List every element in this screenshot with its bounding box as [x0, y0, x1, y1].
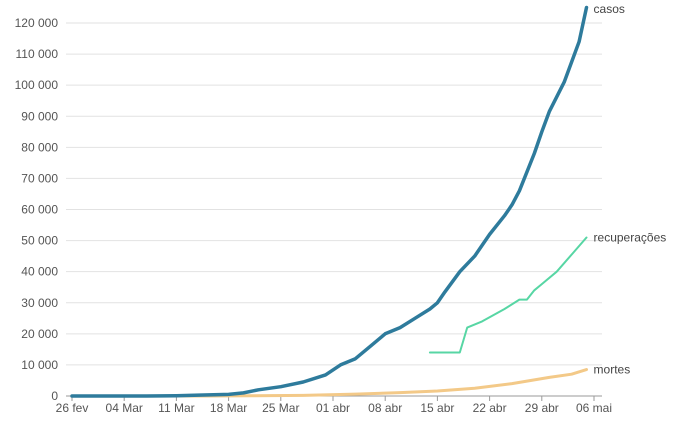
- x-tick-label: 22 abr: [473, 401, 507, 415]
- y-tick-label: 0: [51, 389, 58, 403]
- x-tick-label: 11 Mar: [158, 401, 194, 415]
- series-line-2: [70, 368, 588, 398]
- y-axis: 0 10 000 20 000 30 000 40 000 50 000 60 000 70 …: [15, 16, 59, 403]
- series-lines: [70, 5, 589, 398]
- y-tick-label: 20 000: [21, 327, 58, 341]
- y-tick-label: 70 000: [21, 171, 58, 185]
- x-tick-label: 08 abr: [368, 401, 402, 415]
- x-tick-label: 04 Mar: [106, 401, 143, 415]
- y-tick-label: 80 000: [21, 140, 58, 154]
- gridlines: [66, 22, 602, 397]
- x-tick-label: 01 abr: [316, 401, 350, 415]
- x-tick-label: 29 abr: [525, 401, 559, 415]
- y-tick-label: 110 000: [16, 47, 59, 61]
- series-label: mortes: [594, 363, 631, 377]
- x-tick-label: 15 abr: [420, 401, 454, 415]
- y-tick-label: 100 000: [15, 78, 59, 92]
- x-tick-label: 26 fev: [56, 401, 89, 415]
- y-tick-label: 10 000: [21, 358, 58, 372]
- y-tick-label: 30 000: [21, 296, 58, 310]
- y-tick-label: 40 000: [21, 265, 58, 279]
- y-tick-label: 90 000: [21, 109, 58, 123]
- series-labels: casos recuperações mortes: [594, 2, 667, 377]
- series-label: casos: [594, 2, 625, 16]
- x-axis: 26 fev 04 Mar 11 Mar 18 Mar 25 Mar 01 abr 08 a…: [56, 396, 612, 415]
- y-tick-label: 50 000: [21, 234, 58, 248]
- x-tick-label: 18 Mar: [210, 401, 247, 415]
- y-tick-label: 120 000: [15, 16, 59, 30]
- series-line-0: [70, 5, 589, 398]
- y-tick-label: 60 000: [21, 203, 58, 217]
- series-label: recuperações: [594, 230, 667, 244]
- x-tick-label: 25 Mar: [262, 401, 299, 415]
- x-tick-label: 06 mai: [576, 401, 612, 415]
- series-line-1: [428, 236, 588, 354]
